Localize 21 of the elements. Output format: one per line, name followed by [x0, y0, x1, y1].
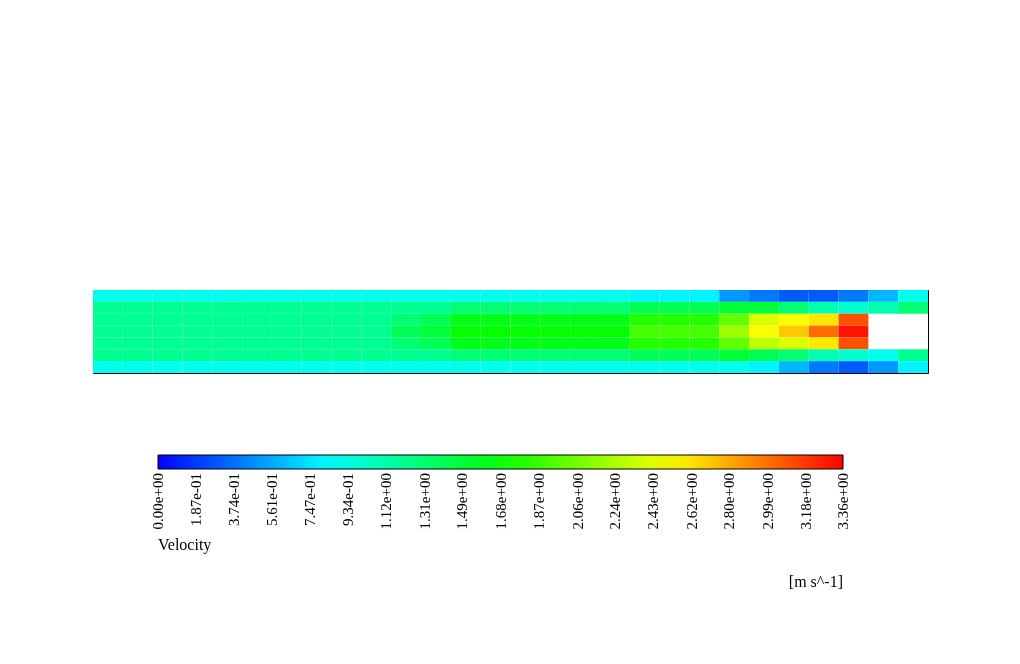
color-bar-label: 2.99e+00: [759, 473, 776, 530]
color-bar-label: 1.87e+00: [531, 473, 548, 530]
color-bar-label: 3.36e+00: [835, 473, 851, 530]
color-bar-label: 2.80e+00: [720, 473, 737, 530]
color-bar-label: 1.87e-01: [188, 473, 205, 526]
color-bar-title: Velocity: [158, 536, 212, 554]
color-bar-label: 2.43e+00: [645, 473, 662, 530]
color-bar-label: 3.74e-01: [226, 473, 243, 526]
color-bar-label: 5.61e-01: [264, 473, 281, 526]
color-bar-label: 3.18e+00: [798, 473, 815, 530]
color-bar-label: 1.68e+00: [492, 473, 509, 530]
text: [m s^-1]: [788, 573, 843, 590]
color-bar-label: 1.49e+00: [453, 473, 470, 530]
color-bar-label: 1.12e+00: [378, 473, 395, 530]
color-bar-label: 2.62e+00: [684, 473, 701, 530]
color-bar-label: 1.31e+00: [417, 473, 434, 530]
color-bar-label: 2.06e+00: [569, 473, 586, 530]
color-bar-label: 9.34e-01: [340, 473, 357, 526]
color-bar-label: 0.00e+00: [150, 473, 166, 530]
color-bar-label: 2.24e+00: [606, 473, 623, 530]
color-bar-label: 7.47e-01: [302, 473, 319, 526]
